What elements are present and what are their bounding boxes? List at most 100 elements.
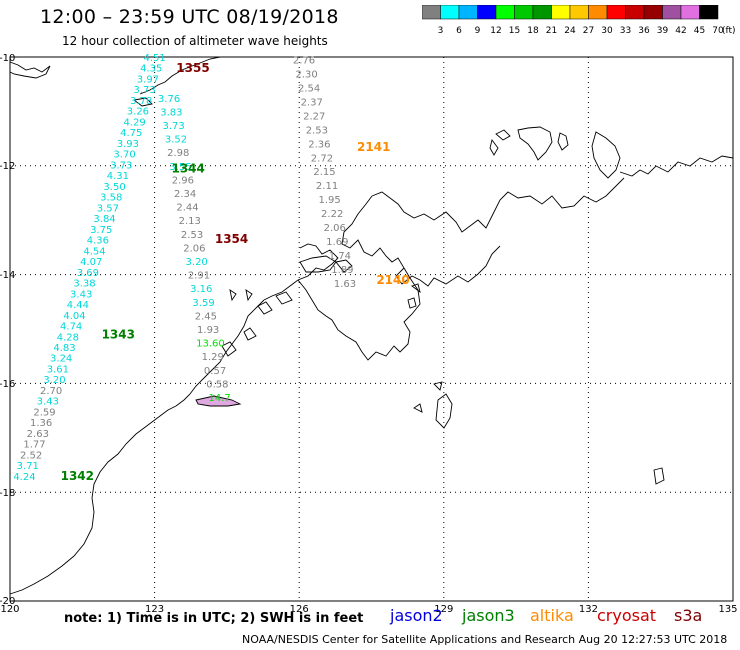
wave-height-value: 0.57: [204, 366, 226, 377]
lon-tick-labels: 120 123 126 129 132 135: [0, 604, 737, 615]
pass-time-label: 1343: [102, 327, 135, 341]
wave-height-value: 2.37: [301, 98, 323, 109]
wave-height-value: 4.29: [123, 117, 145, 128]
wave-height-value: 3.26: [127, 107, 149, 118]
map-frame: [9, 56, 734, 602]
satellite-legend-jason3: jason3: [462, 606, 515, 625]
pass-time-label: 2141: [357, 140, 390, 154]
wave-height-value: 2.70: [40, 386, 62, 397]
lon-tick-label: 126: [290, 604, 309, 615]
wave-height-value: 2.06: [324, 223, 346, 234]
colorbar: 3 6 9 12 15 18 21 24 27 30 33 36 39 42 45 70 (ft): [422, 5, 736, 36]
wave-height-value: 3.57: [97, 203, 119, 214]
wave-height-value: 2.30: [295, 70, 317, 81]
colorbar-swatch: [495, 5, 515, 20]
lon-tick-label: 123: [145, 604, 164, 615]
wave-height-value: 2.91: [188, 271, 210, 282]
colorbar-tick-label: 18: [527, 26, 539, 36]
lat-tick-labels: -10 -12 -14 -16 -18 -20: [0, 53, 15, 607]
wave-height-value: 3.76: [158, 94, 180, 105]
lat-tick-label: -10: [0, 53, 15, 64]
credit-line: NOAA/NESDIS Center for Satellite Applica…: [242, 633, 728, 646]
wave-height-value: 0.58: [206, 379, 228, 390]
wave-height-value: 3.75: [90, 225, 112, 236]
wave-height-value: 3.52: [165, 135, 187, 146]
wave-height-value: 3.83: [160, 107, 182, 118]
colorbar-tick-label: 6: [456, 26, 462, 36]
wave-height-value: 3.61: [47, 364, 69, 375]
colorbar-tick-label: 30: [601, 26, 613, 36]
wave-height-value: 3.20: [186, 257, 208, 268]
pass-time-label: 1355: [176, 61, 209, 75]
wave-height-value: 2.36: [308, 139, 330, 150]
lat-tick-label: -12: [0, 161, 15, 172]
colorbar-tick-label: 24: [564, 26, 576, 36]
wave-height-value: 2.72: [311, 153, 333, 164]
wave-height-value: 14.7: [209, 393, 231, 404]
wave-height-value: 1.36: [30, 418, 52, 429]
wave-height-value: 1.63: [334, 279, 356, 290]
wave-height-value: 4.51: [143, 53, 165, 64]
wave-height-value: 2.27: [303, 111, 325, 122]
wave-height-value: 4.75: [120, 128, 142, 139]
wave-height-value: 2.59: [33, 407, 55, 418]
wave-height-value: 2.96: [172, 175, 194, 186]
wave-height-value: 13.60: [196, 339, 225, 350]
wave-height-value: 2.06: [183, 243, 205, 254]
wave-height-value: 2.15: [313, 167, 335, 178]
colorbar-unit: (ft): [722, 26, 736, 36]
lat-tick-label: -16: [0, 379, 15, 390]
lat-tick-label: -14: [0, 270, 15, 281]
wave-height-value: 3.69: [77, 268, 99, 279]
wave-height-value: 3.59: [192, 298, 214, 309]
wave-height-value: 3.84: [93, 214, 115, 225]
colorbar-swatch: [662, 5, 682, 20]
wave-height-value: 4.35: [140, 64, 162, 75]
wave-height-value: 2.98: [167, 148, 189, 159]
wave-height-value: 1.93: [197, 325, 219, 336]
wave-height-value: 3.16: [190, 284, 212, 295]
wave-height-value: 3.78: [130, 96, 152, 107]
coastline: [9, 56, 734, 595]
satellite-legend-s3a: s3a: [674, 606, 703, 625]
grid: [10, 57, 733, 601]
colorbar-swatch: [458, 5, 478, 20]
map-subtitle: 12 hour collection of altimeter wave hei…: [62, 34, 328, 48]
colorbar-swatch: [477, 5, 497, 20]
colorbar-tick-label: 33: [620, 26, 631, 36]
wave-height-value: 1.29: [202, 352, 224, 363]
colorbar-tick-label: 42: [675, 26, 686, 36]
colorbar-tick-label: 15: [509, 26, 520, 36]
wave-height-value: 2.52: [20, 450, 42, 461]
colorbar-swatch: [514, 5, 534, 20]
wave-height-value: 3.58: [100, 193, 122, 204]
wave-height-value: 2.44: [176, 203, 198, 214]
colorbar-tick-label: 36: [638, 26, 650, 36]
wave-height-value: 3.97: [137, 74, 159, 85]
wave-height-value: 2.11: [316, 181, 338, 192]
pass-time-label: 1342: [61, 469, 94, 483]
wave-height-value: 2.53: [181, 230, 203, 241]
pass-time-label: 2140: [376, 273, 409, 287]
satellite-legend-cryosat: cryosat: [597, 606, 657, 625]
wave-height-value: 2.53: [306, 125, 328, 136]
wave-height-value: 3.20: [43, 375, 65, 386]
lon-tick-label: 132: [579, 604, 598, 615]
colorbar-swatch: [699, 5, 719, 20]
altimeter-tracks: 4.514.353.973.733.783.264.294.753.933.70…: [13, 53, 356, 483]
colorbar-swatch: [625, 5, 645, 20]
wave-height-value: 4.54: [83, 246, 105, 257]
pass-time-label: 1344: [171, 162, 204, 176]
colorbar-swatch: [551, 5, 571, 20]
wave-height-value: 1.77: [23, 440, 45, 451]
pass-time-labels: 1355 1344 1354 1343 1342 2141 2140: [61, 61, 410, 483]
wave-height-value: 3.73: [133, 85, 155, 96]
wave-height-value: 2.54: [298, 84, 320, 95]
wave-height-value: 3.55: [169, 162, 191, 173]
wave-height-value: 3.38: [73, 279, 95, 290]
wave-height-value: 2.34: [174, 189, 196, 200]
colorbar-swatch: [680, 5, 700, 20]
colorbar-tick-label: 12: [490, 26, 501, 36]
colorbar-tick-label: 21: [546, 26, 557, 36]
wave-height-value: 1.89: [331, 265, 353, 276]
